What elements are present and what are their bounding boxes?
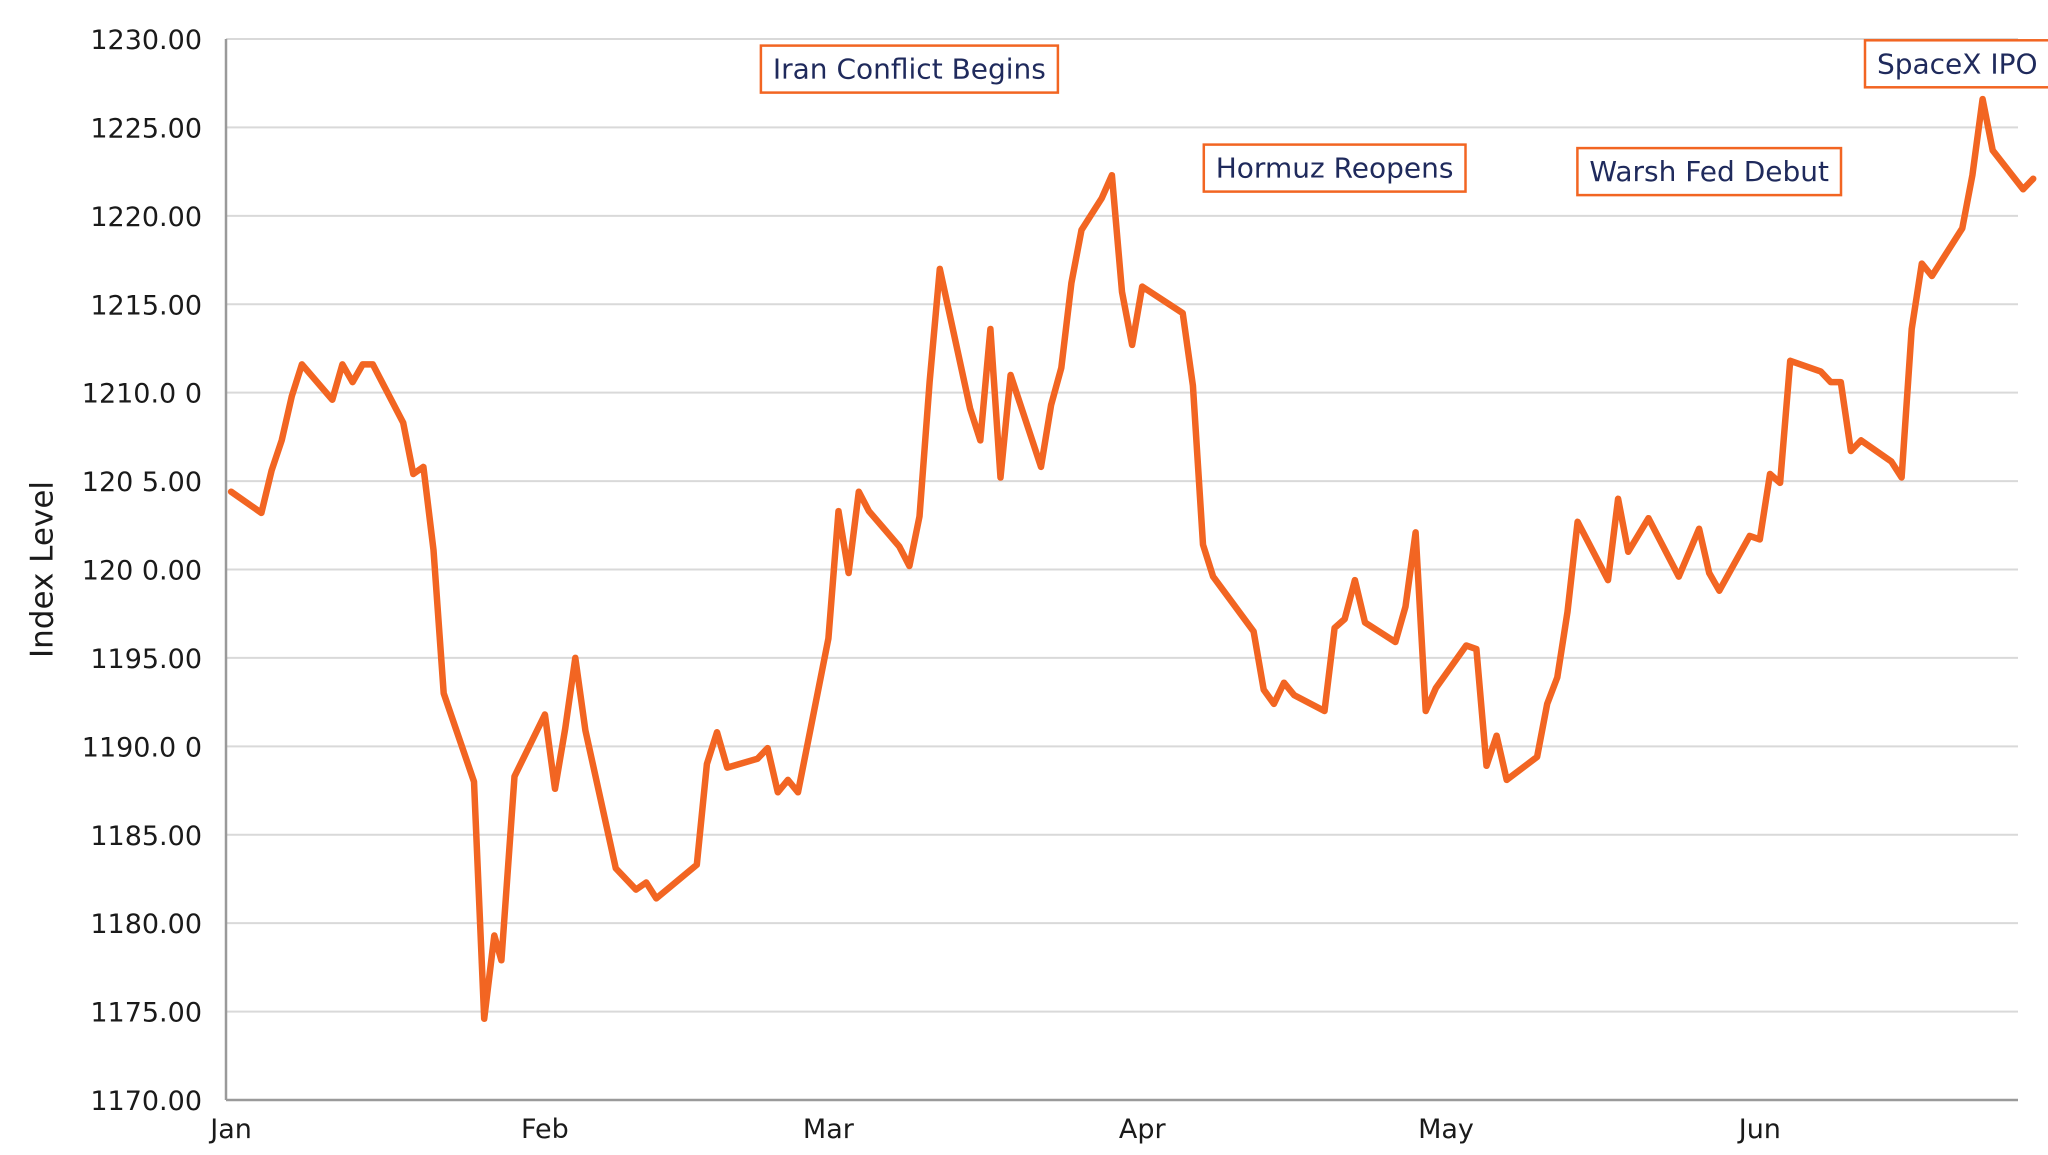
y-tick-label: 1220.00: [90, 202, 202, 233]
annotation: Warsh Fed Debut: [1576, 146, 1843, 197]
annotation-label: Iran Conflict Begins: [773, 53, 1046, 86]
y-tick-label: 1170.00: [90, 1086, 202, 1117]
annotation-label: SpaceX IPO: [1877, 47, 2038, 80]
annotation-box: [1863, 39, 2048, 89]
y-tick-label: 120 5.00: [82, 467, 202, 498]
y-tick-label: 1210.0 0: [82, 379, 202, 410]
y-tick-label: 1230.00: [90, 25, 202, 56]
annotation-label: Hormuz Reopens: [1216, 152, 1454, 185]
x-tick-label: Jun: [1737, 1114, 1781, 1145]
y-axis-title: Index Level: [25, 481, 61, 658]
x-tick-label: Apr: [1119, 1114, 1167, 1145]
y-tick-label: 1195.00: [90, 644, 202, 675]
annotation: SpaceX IPO: [1863, 39, 2048, 89]
annotation: Hormuz Reopens: [1202, 143, 1467, 193]
annotation: Iran Conflict Begins: [759, 44, 1060, 94]
x-tick-label: Mar: [803, 1114, 855, 1145]
y-tick-labels: 1230.00 1225.00 1220.00 1215.00 1210.0 0 120 …: [82, 25, 202, 1117]
y-tick-label: 120 0.00: [82, 556, 202, 587]
y-tick-label: 1190.0 0: [82, 732, 202, 763]
series-lines: [227, 95, 2037, 1022]
y-tick-label: 1180.00: [90, 909, 202, 940]
y-tick-label: 1225.00: [90, 113, 202, 144]
annotations: Iran Conflict Begins Hormuz Reopens Warsh …: [759, 39, 2048, 197]
axes: [224, 39, 2018, 1102]
x-tick-label: Jan: [208, 1114, 252, 1145]
y-tick-label: 1185.00: [90, 821, 202, 852]
annotation-box: [1576, 146, 1843, 197]
x-tick-label: May: [1418, 1114, 1474, 1145]
annotation-box: [759, 44, 1060, 94]
x-tick-label: Feb: [521, 1114, 569, 1145]
y-tick-label: 1175.00: [90, 998, 202, 1029]
y-tick-label: 1215.00: [90, 290, 202, 321]
grid-lines: [226, 38, 2018, 1013]
series-line: [227, 95, 2037, 1022]
annotation-label: Warsh Fed Debut: [1589, 155, 1829, 188]
x-tick-labels: Jan Feb Mar Apr May Jun: [208, 1114, 1781, 1145]
annotation-box: [1202, 143, 1467, 193]
